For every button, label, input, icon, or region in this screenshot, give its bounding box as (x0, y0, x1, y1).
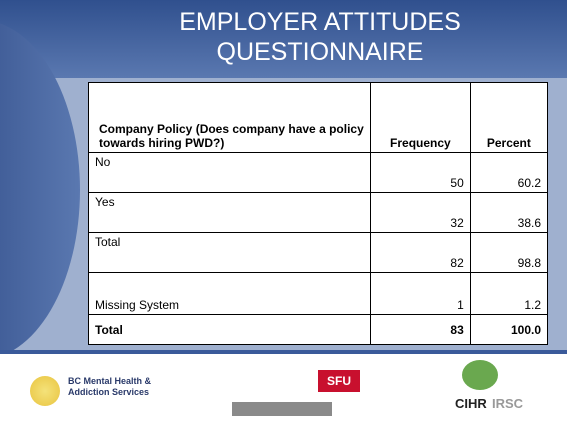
header-row: Company Policy (Does company have a poli… (88, 82, 549, 153)
header-cell: Company Policy (Does company have a poli… (88, 82, 371, 153)
table-cell: 60.2 (469, 152, 549, 193)
bcmh-icon (30, 376, 60, 406)
table-row: Yes 32 38.6 (88, 192, 549, 233)
table-cell: 82 (370, 232, 471, 273)
table-cell: No (88, 152, 371, 193)
table-row: Total 83 100.0 (88, 314, 549, 345)
header-cell: Percent (469, 82, 549, 153)
irsc-logo: IRSC (492, 396, 524, 411)
table-cell: Missing System (88, 272, 371, 315)
table-cell: 100.0 (469, 314, 549, 345)
table-row: Missing System 1 1.2 (88, 272, 549, 315)
table-cell: Yes (88, 192, 371, 233)
table-cell: 83 (370, 314, 471, 345)
cihr-logo: CIHR (455, 396, 487, 411)
footer-band: BC Mental Health & Addiction Services SF… (0, 350, 567, 428)
table-cell: 1 (370, 272, 471, 315)
bcmh-logo: BC Mental Health & Addiction Services (68, 376, 152, 397)
table-cell: Total (88, 314, 371, 345)
title-line: QUESTIONNAIRE (216, 38, 424, 66)
header-cell: Frequency (370, 82, 471, 153)
table-cell: 50 (370, 152, 471, 193)
table-row: No 50 60.2 (88, 152, 549, 193)
table-cell: 1.2 (469, 272, 549, 315)
table: Company Policy (Does company have a poli… (88, 82, 549, 345)
table-row: Total 82 98.8 (88, 232, 549, 273)
sfu-logo: SFU (318, 370, 360, 392)
table-container: Company Policy (Does company have a poli… (88, 82, 549, 345)
title-band (0, 0, 567, 78)
table-cell: 38.6 (469, 192, 549, 233)
cihr-leaf (462, 360, 498, 390)
table-cell: Total (88, 232, 371, 273)
title-line: EMPLOYER ATTITUDES (179, 8, 461, 36)
table-cell: 98.8 (469, 232, 549, 273)
sfu-text-block (232, 402, 332, 416)
table-cell: 32 (370, 192, 471, 233)
